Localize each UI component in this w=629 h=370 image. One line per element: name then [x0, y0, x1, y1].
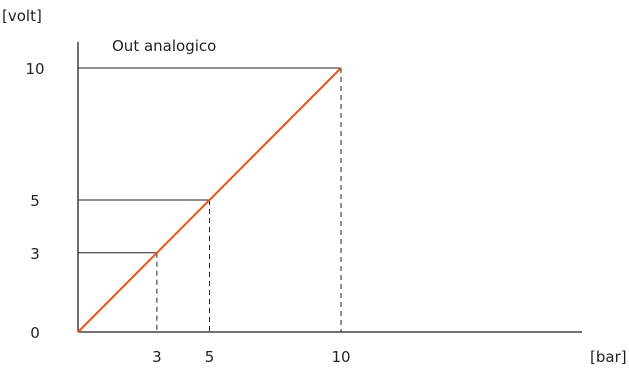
chart-title: Out analogico	[112, 37, 216, 55]
y-tick-label: 5	[30, 192, 40, 210]
y-axis-label: [volt]	[2, 7, 42, 25]
x-tick-label: 3	[152, 348, 162, 366]
x-tick-label: 10	[331, 348, 350, 366]
reference-lines	[78, 67, 342, 332]
y-tick-label: 10	[25, 60, 44, 78]
axes	[77, 42, 582, 333]
y-tick-label: 0	[30, 324, 40, 342]
tick-labels: 0 3 5 10 3 5 10	[25, 60, 350, 366]
x-axis-label: [bar]	[590, 348, 627, 366]
series-line	[77, 67, 342, 333]
series-group	[77, 67, 342, 333]
y-tick-label: 3	[30, 245, 40, 263]
x-tick-label: 5	[205, 348, 215, 366]
